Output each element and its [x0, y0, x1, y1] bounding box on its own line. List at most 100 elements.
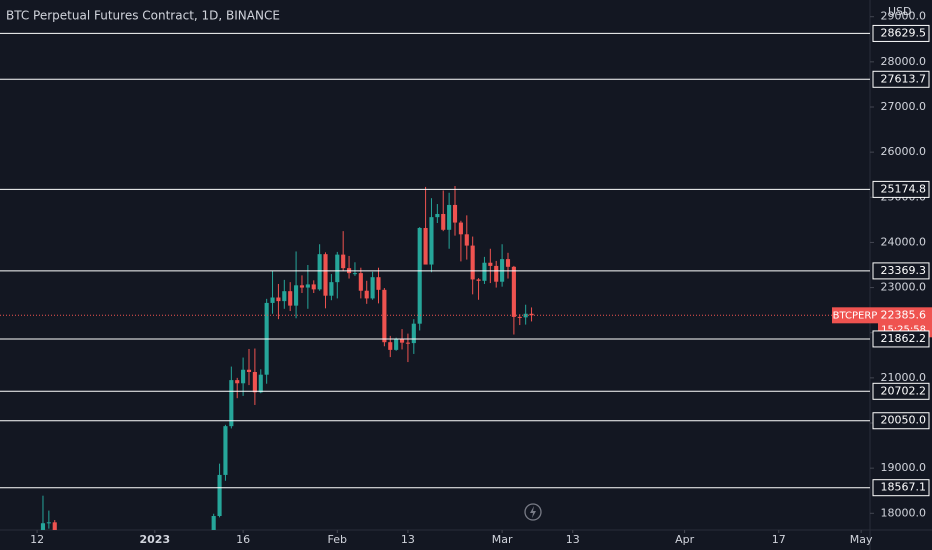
candle-body	[223, 426, 228, 475]
candle-body	[358, 273, 363, 291]
candle-body	[399, 339, 405, 343]
candle-body	[505, 259, 511, 267]
x-tick-label: 13	[566, 533, 580, 546]
symbol-name: BTCPERP	[833, 310, 878, 321]
candle-body	[435, 213, 440, 218]
y-tick-label: 29000.0	[881, 10, 927, 23]
candle-body	[494, 265, 499, 282]
candle-body	[352, 273, 358, 275]
candle-body	[270, 297, 275, 303]
x-tick-label: 12	[30, 533, 44, 546]
x-tick-label: Apr	[675, 533, 695, 546]
candle-body	[488, 262, 493, 266]
y-tick-label: 24000.0	[881, 235, 927, 248]
candle-body	[464, 234, 469, 246]
candle-body	[364, 290, 369, 299]
x-tick-label: 17	[772, 533, 786, 546]
candle-body	[299, 285, 305, 288]
x-tick-label: 16	[236, 533, 250, 546]
level-label: 18567.1	[881, 481, 927, 494]
y-tick-label: 27000.0	[881, 100, 927, 113]
candle-body	[288, 291, 293, 306]
candle-body	[258, 374, 263, 393]
candle-body	[217, 474, 222, 517]
x-tick-label: 2023	[139, 533, 170, 546]
candle-body	[394, 339, 399, 350]
candle-body	[229, 380, 234, 427]
candle-body	[46, 522, 51, 524]
candle-body	[52, 522, 57, 530]
candle-body	[211, 516, 216, 530]
y-tick-label: 18000.0	[881, 506, 927, 519]
candle-body	[305, 284, 310, 288]
level-label: 28629.5	[881, 26, 927, 39]
candle-body	[529, 313, 534, 316]
level-label: 21862.2	[881, 332, 927, 345]
candle-body	[470, 245, 475, 280]
level-badge	[872, 412, 930, 430]
countdown: 15:25:58	[881, 324, 926, 335]
level-badge	[872, 24, 930, 42]
candle-body	[376, 277, 381, 290]
candle-body	[452, 204, 458, 223]
candle-body	[370, 277, 375, 299]
level-badge	[872, 262, 930, 280]
candle-body	[252, 371, 257, 393]
x-tick-label: Feb	[328, 533, 347, 546]
level-badge	[872, 382, 930, 400]
candle-body	[405, 342, 410, 344]
candle-body	[417, 227, 422, 324]
candle-body	[294, 285, 299, 306]
level-badge	[872, 330, 930, 348]
currency: USD	[888, 5, 912, 18]
symbol-badge	[832, 307, 878, 324]
x-tick-label: 13	[401, 533, 415, 546]
candle-body	[241, 369, 246, 384]
candles	[40, 185, 534, 530]
candle-body	[329, 282, 334, 296]
candle-body	[447, 204, 452, 230]
level-label: 23369.3	[881, 264, 927, 277]
candle-body	[235, 380, 240, 384]
level-badge	[872, 479, 930, 497]
candle-body	[317, 254, 322, 290]
x-tick-label: May	[850, 533, 873, 546]
candle-body	[429, 217, 434, 265]
candle-body	[246, 369, 252, 372]
y-tick-label: 19000.0	[881, 461, 927, 474]
candle-body	[323, 254, 328, 296]
candle-body	[282, 291, 287, 302]
level-label: 20702.2	[881, 384, 927, 397]
candle-body	[423, 227, 428, 265]
level-badge	[872, 70, 930, 88]
candle-body	[411, 323, 416, 344]
level-label: 20050.0	[881, 414, 927, 427]
candle-body	[441, 213, 446, 230]
level-badge	[872, 180, 930, 198]
candle-body	[382, 289, 387, 343]
candle-body	[476, 279, 481, 281]
y-tick-label: 26000.0	[881, 145, 927, 158]
level-label: 27613.7	[881, 72, 927, 85]
candle-body	[388, 342, 393, 350]
chart-title: BTC Perpetual Futures Contract, 1D, BINA…	[6, 9, 280, 23]
candle-body	[40, 523, 46, 530]
candle-body	[341, 254, 346, 269]
x-tick-label: Mar	[492, 533, 513, 546]
candle-body	[458, 222, 463, 235]
y-tick-label: 28000.0	[881, 55, 927, 68]
y-tick-label: 23000.0	[881, 281, 927, 294]
candle-body	[482, 262, 487, 281]
y-tick-label: 21000.0	[881, 371, 927, 384]
candle-body	[311, 284, 316, 290]
candle-body	[511, 266, 516, 317]
replay-icon[interactable]	[524, 503, 542, 521]
candle-body	[276, 297, 281, 302]
candle-body	[335, 254, 340, 283]
last-price: 22385.6	[881, 308, 927, 321]
level-label: 25174.8	[881, 182, 927, 195]
candle-body	[517, 316, 522, 318]
